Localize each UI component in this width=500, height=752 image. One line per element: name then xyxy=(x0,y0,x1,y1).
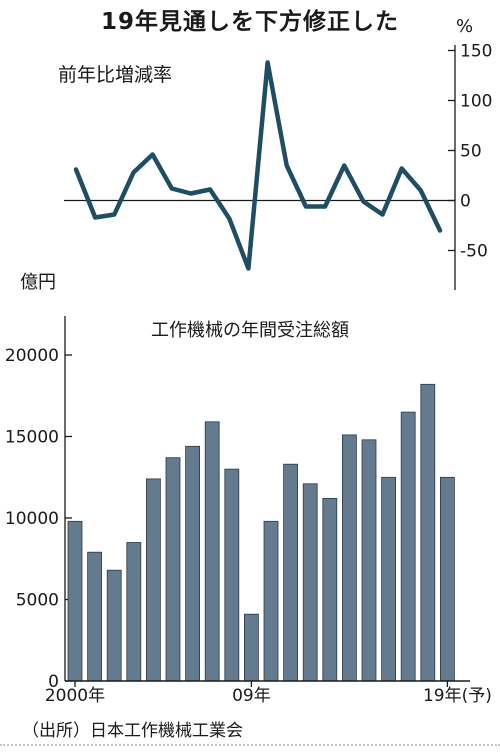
line-y-tick-label: 0 xyxy=(460,192,471,212)
line-y-tick-label: 100 xyxy=(460,92,492,112)
bar-2014 xyxy=(341,434,357,682)
line-unit-label: % xyxy=(456,16,474,37)
bar-y-tick-label: 5000 xyxy=(16,591,59,611)
bar-2005 xyxy=(165,457,181,682)
bar-x-tick-label: 2000年 xyxy=(45,686,105,706)
line-y-tick-label: 50 xyxy=(460,142,482,162)
bar-2008 xyxy=(224,468,240,682)
bar-chart-title: 工作機械の年間受注総額 xyxy=(151,320,349,341)
bar-y-tick-label: 0 xyxy=(48,672,59,692)
source-note: （出所）日本工作機械工業会 xyxy=(22,721,243,741)
bar-2004 xyxy=(145,478,161,682)
bottom-divider xyxy=(0,744,500,746)
bar-2000 xyxy=(67,520,83,682)
bar-x-tick-label: 19年(予) xyxy=(423,686,492,706)
bar-unit-label: 億円 xyxy=(20,272,56,293)
bar-x-tick-label: 09年 xyxy=(232,686,271,706)
line-chart-label: 前年比増減率 xyxy=(58,64,173,86)
bar-y-tick-label: 10000 xyxy=(5,509,59,529)
bar-y-tick-label: 20000 xyxy=(5,346,59,366)
bar-2010 xyxy=(263,520,279,682)
line-y-tick-label: 150 xyxy=(460,42,492,62)
bar-2015 xyxy=(361,439,377,682)
bar-2002 xyxy=(106,569,122,682)
line-y-tick-label: -50 xyxy=(460,242,488,262)
chart-title: 19年見通しを下方修正した xyxy=(100,9,399,35)
bar-2018 xyxy=(420,383,436,682)
bar-2016 xyxy=(381,476,397,682)
bar-2012 xyxy=(302,483,318,682)
bar-2019 xyxy=(439,476,455,682)
bar-2017 xyxy=(400,411,416,682)
bar-2001 xyxy=(87,551,102,682)
line-series-yoy-change xyxy=(73,60,443,271)
bar-2006 xyxy=(185,445,201,682)
bar-2003 xyxy=(126,542,142,682)
bar-2007 xyxy=(204,421,220,682)
bar-2013 xyxy=(322,497,338,682)
bar-y-tick-label: 15000 xyxy=(5,428,59,448)
bar-2011 xyxy=(283,463,299,682)
bar-2009 xyxy=(243,613,259,682)
